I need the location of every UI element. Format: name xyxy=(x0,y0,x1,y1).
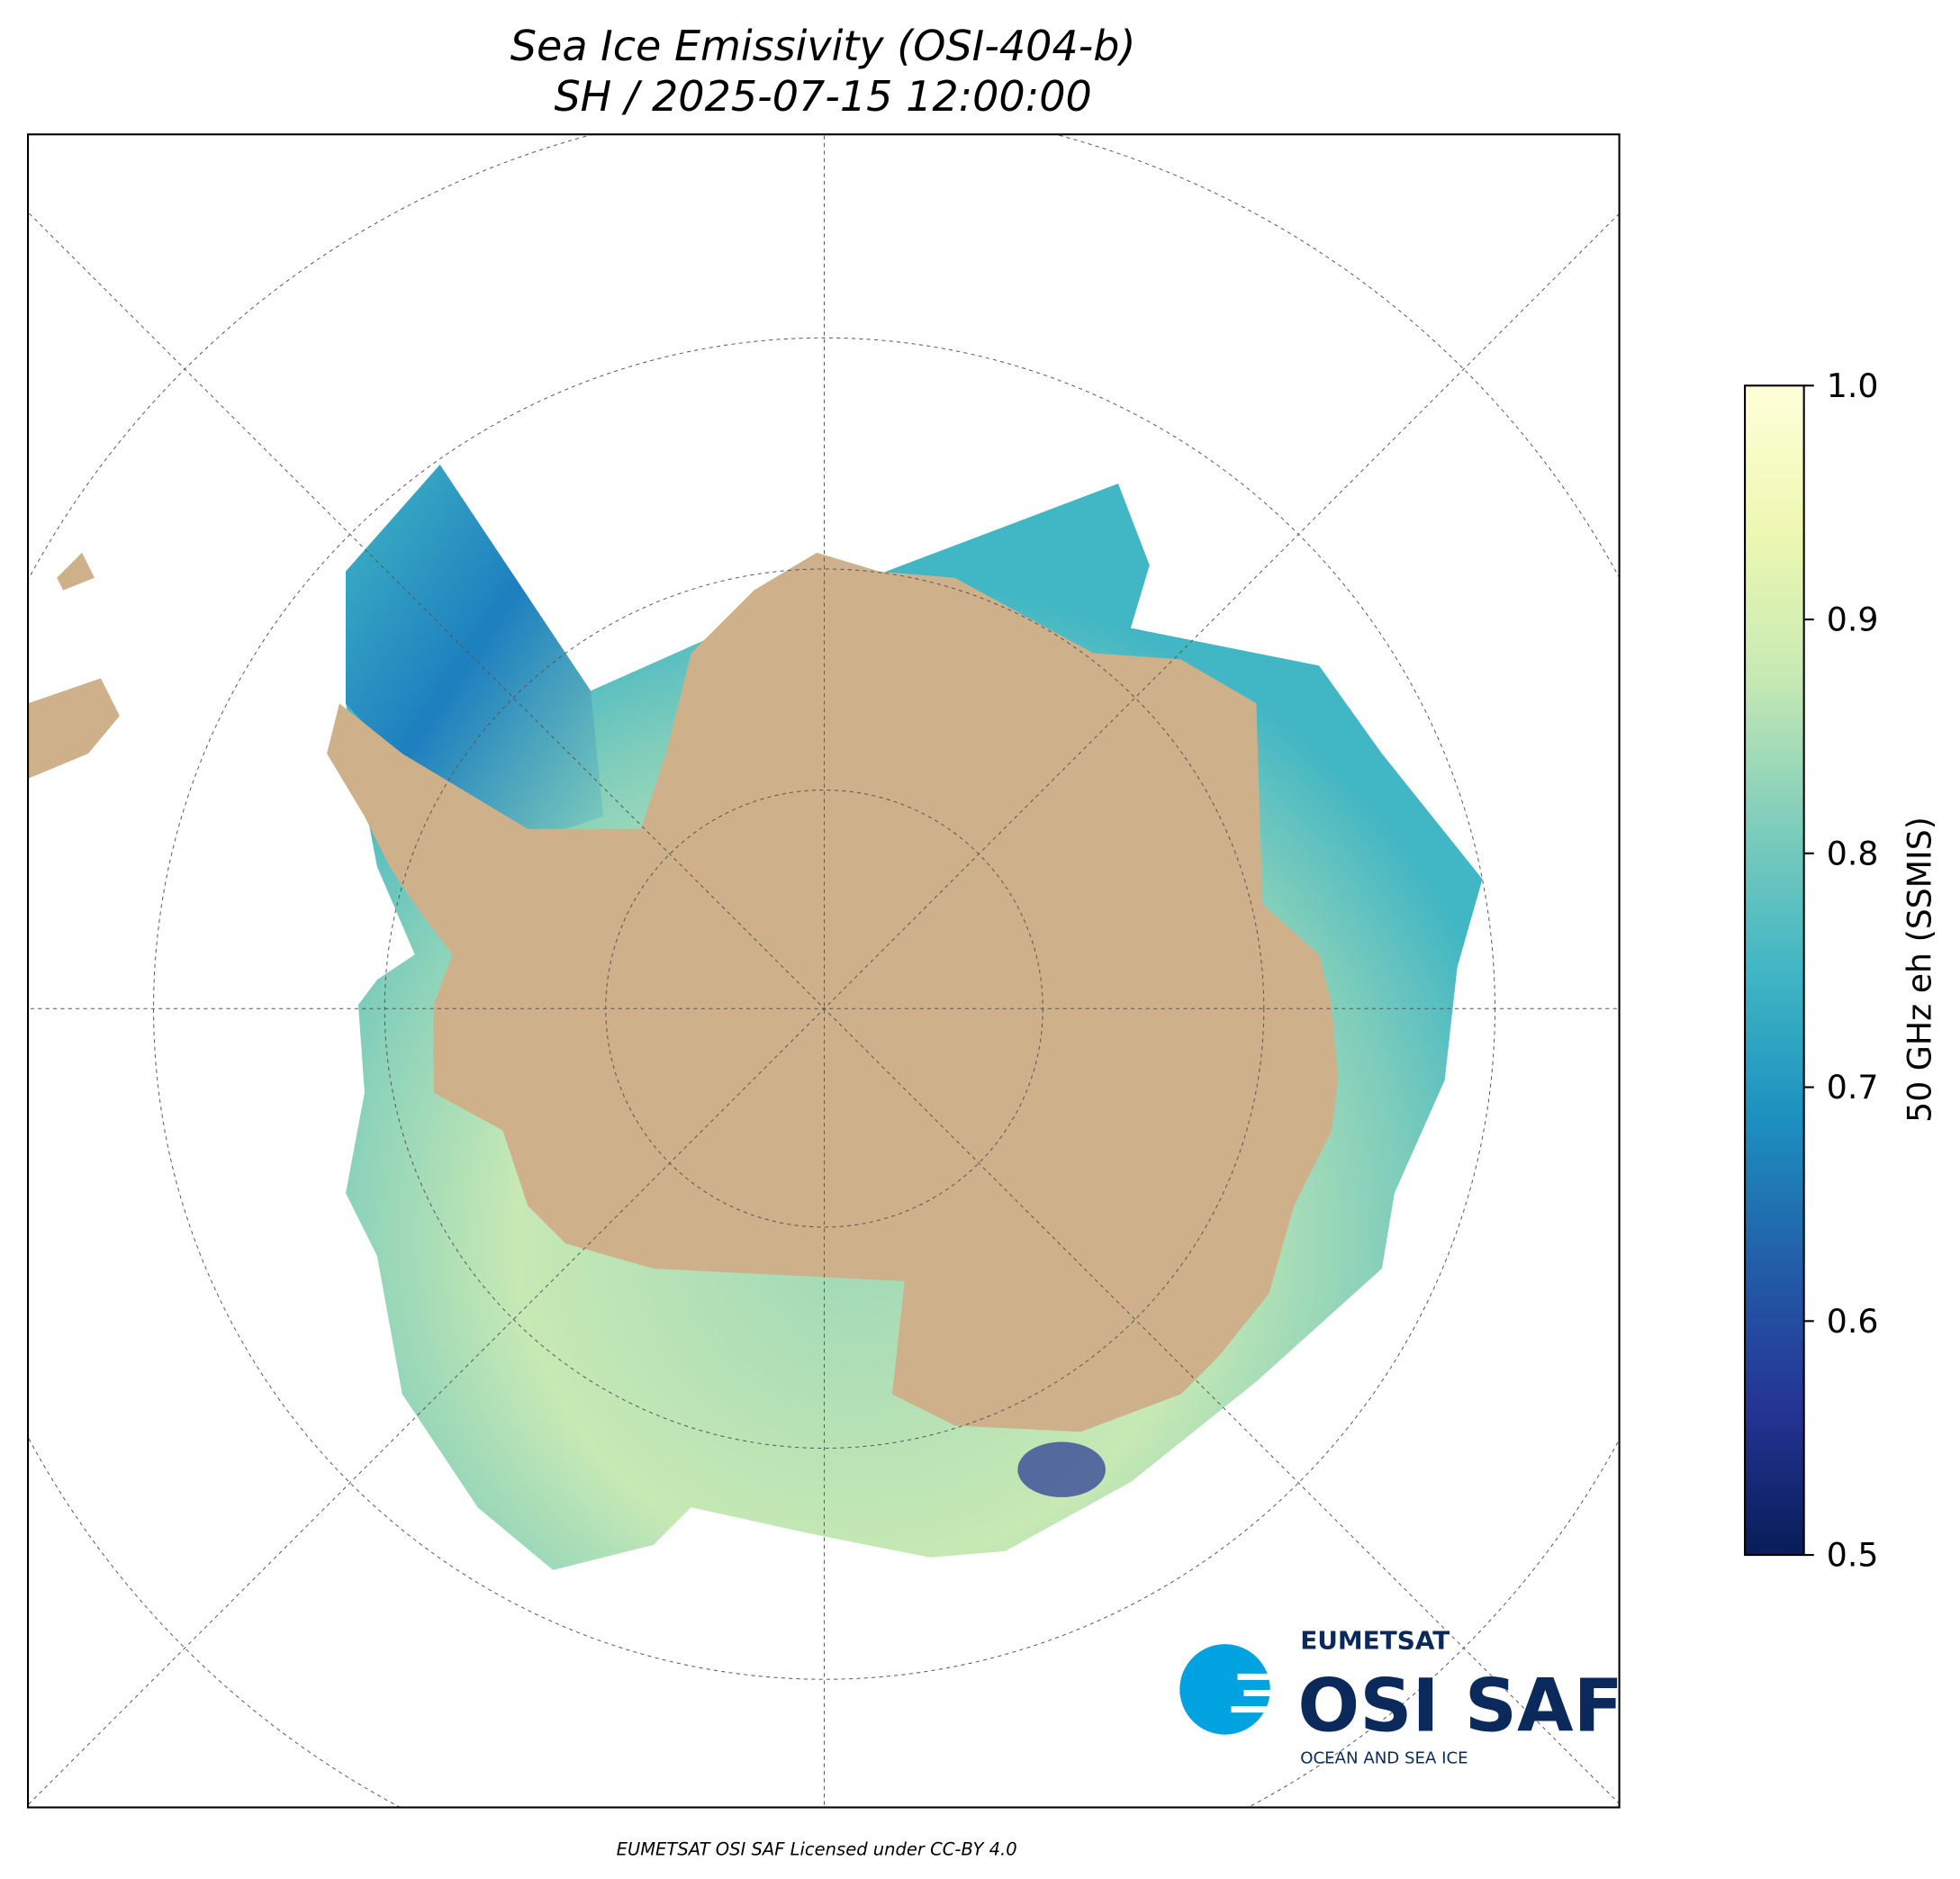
logo-icon xyxy=(1179,1644,1270,1735)
logo: EUMETSAT OSI SAF OCEAN AND SEA ICE xyxy=(1179,1626,1623,1768)
map-frame xyxy=(27,133,1621,1809)
colorbar-tick-label: 0.6 xyxy=(1827,1302,1879,1341)
colorbar-tick-label: 0.8 xyxy=(1827,834,1879,872)
colorbar-tick-label: 0.7 xyxy=(1827,1068,1879,1107)
logo-waves xyxy=(1231,1673,1279,1713)
footer: EUMETSAT OSI SAF Licensed under CC-BY 4.… xyxy=(617,1838,1017,1859)
title: Sea Ice Emissivity (OSI-404-b) xyxy=(510,22,1136,70)
colorbar-bar xyxy=(1744,384,1805,1557)
logo-name: OSI SAF xyxy=(1297,1664,1622,1748)
colorbar: 50 GHz eh (SSMIS) 0.5 0.6 0.7 0.8 0.9 1.0 xyxy=(1744,366,1939,1575)
colorbar-tick-label: 0.5 xyxy=(1827,1536,1879,1575)
colorbar-tick-label: 1.0 xyxy=(1827,366,1879,405)
map xyxy=(28,134,1620,1808)
south-america xyxy=(28,552,120,779)
logo-tagline: OCEAN AND SEA ICE xyxy=(1300,1749,1468,1768)
colorbar-tick-label: 0.9 xyxy=(1827,601,1879,639)
logo-org: EUMETSAT xyxy=(1300,1626,1450,1656)
graticule xyxy=(28,134,1620,1808)
subtitle: SH / 2025-07-15 12:00:00 xyxy=(554,72,1091,121)
antarctica xyxy=(327,552,1339,1432)
weddell-ice xyxy=(345,465,603,842)
colorbar-label: 50 GHz eh (SSMIS) xyxy=(1901,817,1939,1123)
low-emissivity-patch xyxy=(1017,1441,1106,1497)
